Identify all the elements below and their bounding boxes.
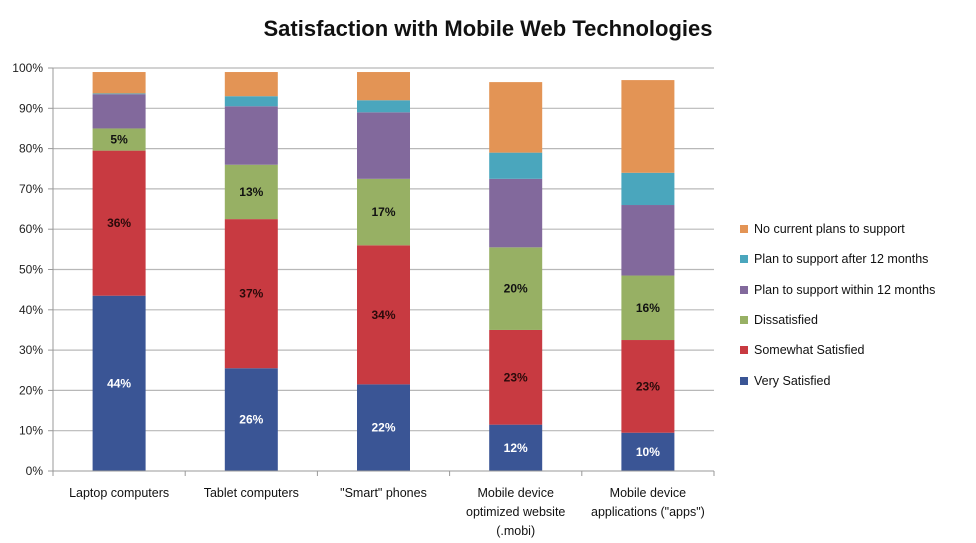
y-tick-label: 0% bbox=[26, 464, 44, 478]
bar-segment bbox=[621, 340, 675, 433]
x-category-label: (.mobi) bbox=[496, 524, 535, 538]
legend-swatch bbox=[740, 316, 748, 325]
bar-segment bbox=[92, 72, 146, 94]
legend-swatch bbox=[740, 285, 748, 294]
bar-segment bbox=[621, 172, 675, 206]
data-label: 34% bbox=[371, 308, 395, 322]
x-category-label: optimized website bbox=[466, 505, 565, 519]
y-tick-label: 90% bbox=[19, 101, 43, 115]
legend-label: Plan to support within 12 months bbox=[754, 282, 936, 297]
y-tick-label: 20% bbox=[19, 383, 43, 397]
bar-segment bbox=[224, 96, 278, 107]
data-label: 22% bbox=[371, 421, 395, 435]
data-label: 16% bbox=[636, 301, 660, 315]
y-tick-label: 10% bbox=[19, 424, 43, 438]
data-label: 5% bbox=[110, 133, 128, 147]
bar-segment bbox=[621, 275, 675, 341]
legend-item: Very Satisfied bbox=[740, 365, 935, 395]
bar-segment bbox=[357, 178, 410, 246]
bar-segment bbox=[224, 219, 278, 369]
data-label: 37% bbox=[239, 287, 263, 301]
bar-segment bbox=[92, 150, 146, 296]
data-label: 36% bbox=[107, 216, 131, 230]
legend-label: No current plans to support bbox=[754, 222, 905, 237]
data-label: 10% bbox=[636, 445, 660, 459]
bar-segment bbox=[92, 93, 146, 95]
bar-segment bbox=[489, 247, 543, 330]
data-label: 44% bbox=[107, 376, 131, 390]
y-tick-label: 30% bbox=[19, 343, 43, 357]
x-category-label: "Smart" phones bbox=[340, 486, 427, 500]
bar-segment bbox=[224, 368, 278, 471]
bar-segment bbox=[357, 384, 410, 471]
x-category-label: applications ("apps") bbox=[591, 505, 705, 519]
x-category-label: Tablet computers bbox=[204, 486, 299, 500]
bar-segment bbox=[489, 152, 543, 179]
legend-item: Somewhat Satisfied bbox=[740, 335, 935, 365]
legend-item: Dissatisfied bbox=[740, 305, 935, 335]
data-label: 17% bbox=[371, 205, 395, 219]
bar-segment bbox=[92, 94, 146, 129]
bar-segment bbox=[92, 295, 146, 471]
y-tick-label: 70% bbox=[19, 182, 43, 196]
legend-label: Somewhat Satisfied bbox=[754, 343, 865, 358]
legend-swatch bbox=[740, 346, 748, 355]
bar-segment bbox=[357, 245, 410, 385]
bar-segment bbox=[621, 80, 675, 173]
legend: No current plans to support Plan to suppo… bbox=[740, 214, 935, 396]
bar-segment bbox=[357, 112, 410, 179]
y-tick-label: 40% bbox=[19, 303, 43, 317]
data-label: 26% bbox=[239, 413, 263, 427]
bar-segment bbox=[357, 72, 410, 101]
data-label: 23% bbox=[636, 379, 660, 393]
legend-item: Plan to support after 12 months bbox=[740, 244, 935, 274]
y-tick-label: 100% bbox=[12, 61, 43, 75]
legend-label: Plan to support after 12 months bbox=[754, 252, 929, 267]
legend-swatch bbox=[740, 376, 748, 385]
data-label: 23% bbox=[504, 370, 528, 384]
bar-segment bbox=[621, 432, 675, 471]
y-tick-label: 60% bbox=[19, 222, 43, 236]
bar-segment bbox=[489, 424, 543, 471]
chart-title: Satisfaction with Mobile Web Technologie… bbox=[263, 16, 713, 41]
bar-segment bbox=[621, 205, 675, 276]
legend-label: Dissatisfied bbox=[754, 313, 818, 328]
bar-segment bbox=[224, 164, 278, 220]
bar-segment bbox=[489, 178, 543, 248]
legend-item: Plan to support within 12 months bbox=[740, 275, 935, 305]
bar-segment bbox=[224, 106, 278, 165]
y-tick-label: 50% bbox=[19, 263, 43, 277]
bar-segment bbox=[357, 100, 410, 113]
y-tick-label: 80% bbox=[19, 142, 43, 156]
x-category-label: Mobile device bbox=[610, 486, 686, 500]
legend-item: No current plans to support bbox=[740, 214, 935, 244]
legend-swatch bbox=[740, 225, 748, 234]
data-label: 12% bbox=[504, 441, 528, 455]
data-label: 13% bbox=[239, 185, 263, 199]
bar-segment bbox=[489, 329, 543, 425]
data-label: 20% bbox=[504, 282, 528, 296]
bar-segment bbox=[489, 82, 543, 153]
x-category-label: Laptop computers bbox=[69, 486, 169, 500]
bar-segment bbox=[224, 72, 278, 97]
legend-label: Very Satisfied bbox=[754, 373, 831, 388]
legend-swatch bbox=[740, 255, 748, 264]
x-category-label: Mobile device bbox=[477, 486, 553, 500]
bar-segment bbox=[92, 128, 146, 151]
